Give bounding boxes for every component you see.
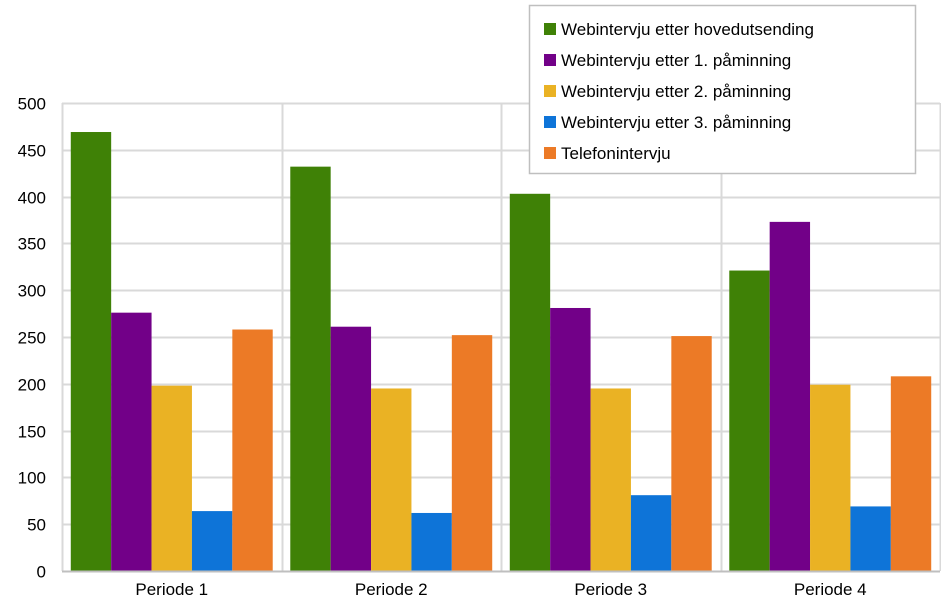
legend-swatch xyxy=(544,116,556,128)
y-tick-label: 300 xyxy=(18,282,46,301)
x-tick-label: Periode 4 xyxy=(794,580,867,597)
bars xyxy=(70,132,932,572)
legend-label: Webintervju etter hovedutsending xyxy=(561,20,814,39)
legend: Webintervju etter hovedutsending Webinter… xyxy=(528,4,917,175)
bar xyxy=(769,221,811,571)
grid xyxy=(61,102,941,571)
bar xyxy=(550,307,591,571)
bar xyxy=(290,166,331,571)
bar xyxy=(509,193,551,572)
y-tick-label: 400 xyxy=(18,189,46,208)
y-tick-label: 150 xyxy=(18,423,46,442)
legend-label: Telefonintervju xyxy=(561,144,671,163)
bar xyxy=(810,384,851,571)
bar xyxy=(191,511,233,571)
legend-label: Webintervju etter 3. påminning xyxy=(561,113,791,132)
y-tick-label: 350 xyxy=(18,235,46,254)
legend-swatch xyxy=(544,85,556,97)
bar xyxy=(850,506,891,571)
bar xyxy=(729,270,770,571)
legend-swatch xyxy=(544,147,556,159)
legend-label: Webintervju etter 1. påminning xyxy=(561,51,791,70)
y-tick-label: 450 xyxy=(18,142,46,161)
bar xyxy=(70,132,112,572)
x-tick-label: Periode 1 xyxy=(135,580,208,597)
bar xyxy=(451,335,493,571)
bar xyxy=(890,376,932,571)
y-tick-label: 0 xyxy=(37,563,46,582)
bar xyxy=(371,388,412,571)
bar xyxy=(411,512,452,571)
bar xyxy=(232,329,273,571)
bar xyxy=(590,388,631,571)
y-tick-label: 50 xyxy=(27,516,46,535)
y-tick-label: 500 xyxy=(18,95,46,114)
legend-label: Webintervju etter 2. påminning xyxy=(561,82,791,101)
x-tick-label: Periode 3 xyxy=(574,580,647,597)
y-tick-label: 100 xyxy=(18,469,46,488)
legend-swatch xyxy=(544,54,556,66)
bar xyxy=(671,336,712,571)
y-tick-label: 200 xyxy=(18,376,46,395)
bar xyxy=(630,495,672,571)
bar xyxy=(111,312,152,571)
axes: 0 50 100 150 200 250 300 350 400 450 500 Periode 1 P… xyxy=(18,95,940,599)
bar xyxy=(330,326,372,571)
bar xyxy=(151,385,192,571)
legend-swatch xyxy=(544,23,556,35)
y-tick-label: 250 xyxy=(18,329,46,348)
legend-box xyxy=(528,4,917,175)
x-tick-label: Periode 2 xyxy=(355,580,428,597)
